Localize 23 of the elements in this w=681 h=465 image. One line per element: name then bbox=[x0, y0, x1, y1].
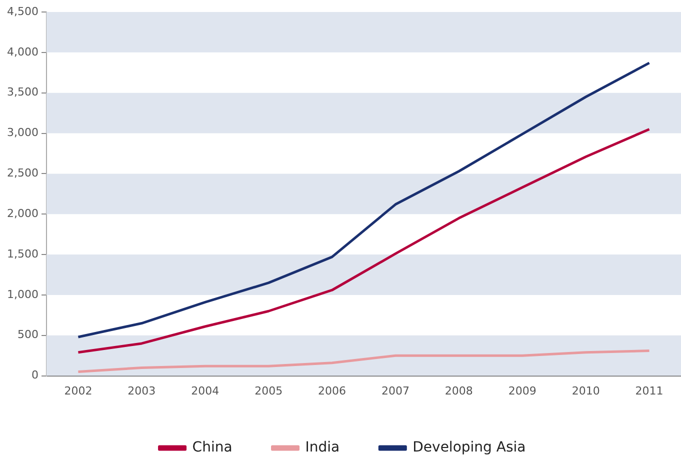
legend-label: China bbox=[192, 440, 232, 456]
y-tick-label: 2,000 bbox=[6, 206, 38, 220]
x-tick-label: 2009 bbox=[508, 384, 536, 398]
y-tick-label: 1,500 bbox=[6, 247, 38, 260]
x-tick-label: 2002 bbox=[64, 384, 92, 398]
x-tick-label: 2007 bbox=[381, 384, 410, 398]
x-tick-label: 2011 bbox=[635, 384, 664, 398]
legend-label: India bbox=[305, 440, 340, 456]
y-tick-label: 1,000 bbox=[6, 288, 38, 301]
x-tick-label: 2004 bbox=[191, 384, 220, 398]
y-tick-label: 4,000 bbox=[6, 45, 38, 58]
y-tick-label: 3,000 bbox=[6, 126, 38, 140]
y-tick-label: 3,500 bbox=[6, 86, 38, 99]
y-tick-label: 0 bbox=[31, 368, 38, 382]
y-tick-label: 4,500 bbox=[6, 4, 38, 18]
x-tick-label: 2008 bbox=[444, 384, 473, 398]
x-tick-label: 2010 bbox=[572, 384, 600, 398]
x-tick-label: 2006 bbox=[318, 384, 346, 398]
x-tick-label: 2005 bbox=[254, 384, 283, 398]
legend-label: Developing Asia bbox=[412, 440, 526, 456]
x-tick-label: 2003 bbox=[128, 384, 156, 398]
y-tick-label: 2,500 bbox=[6, 166, 38, 180]
y-tick-label: 500 bbox=[17, 328, 38, 342]
